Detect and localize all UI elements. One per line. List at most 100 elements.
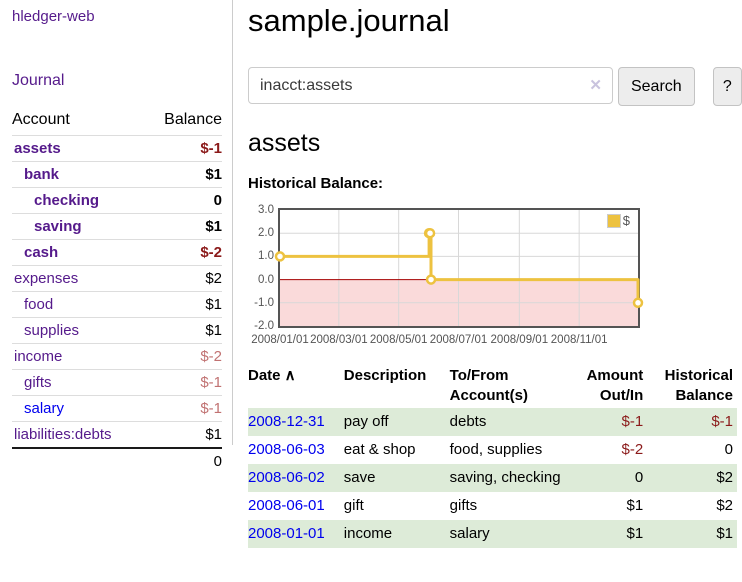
transaction-balance: $-1 (711, 413, 733, 430)
account-row: salary $-1 (12, 395, 222, 422)
accounts-total-row: 0 (12, 447, 222, 474)
account-balance: $-1 (200, 374, 222, 391)
header-label: Description (343, 367, 427, 384)
account-heading: assets (248, 129, 321, 157)
sidebar-account-link[interactable]: gifts (24, 374, 52, 391)
sort-ascending-icon[interactable]: ∧ (280, 367, 296, 384)
data-point (424, 227, 436, 239)
register-row: 2008-06-02 save saving, checking 0 $2 (248, 464, 737, 492)
legend-series-label: $ (622, 213, 630, 228)
transaction-balance: $2 (716, 469, 733, 486)
register-row: 2008-06-03 eat & shop food, supplies $-2 0 (248, 436, 737, 464)
data-point (425, 274, 437, 285)
sidebar-account-link[interactable]: supplies (24, 322, 80, 339)
sidebar-account-link[interactable]: assets (14, 140, 61, 157)
account-balance: $1 (205, 322, 222, 339)
account-balance: $1 (205, 166, 222, 183)
sidebar: hledger-web Journal Account Balance asse… (0, 0, 233, 474)
register-row: 2008-12-31 pay off debts $-1 $-1 (248, 408, 737, 436)
sidebar-account-link[interactable]: checking (34, 192, 100, 209)
account-row: bank $1 (12, 161, 222, 188)
header-label: Historical (664, 367, 733, 384)
account-row: saving $1 (12, 213, 222, 240)
x-axis-tick-label: 2008/03/01 (310, 334, 368, 346)
register-table: Date ∧ Description To/From Account(s) Amount… (248, 364, 737, 548)
account-row: gifts $-1 (12, 369, 222, 396)
transaction-description: save (343, 469, 376, 486)
register-row: 2008-06-01 gift gifts $1 $2 (248, 492, 737, 520)
transaction-balance: 0 (724, 441, 733, 458)
account-balance: $-2 (200, 348, 222, 365)
transaction-accounts: gifts (449, 497, 478, 514)
sidebar-account-link[interactable]: food (24, 296, 54, 313)
header-label: Balance (675, 387, 733, 404)
x-axis-tick-label: 2008/11/01 (550, 334, 608, 346)
account-balance: $1 (205, 426, 222, 443)
account-row: income $-2 (12, 343, 222, 370)
transaction-description: income (343, 525, 393, 542)
sidebar-account-link[interactable]: saving (34, 218, 82, 235)
transaction-description: eat & shop (343, 441, 416, 458)
register-header-date[interactable]: Date ∧ (248, 364, 344, 408)
transaction-description: pay off (343, 413, 389, 430)
help-button[interactable]: ? (712, 67, 742, 106)
search-button[interactable]: Search (618, 67, 695, 106)
chart-plot-area[interactable]: $ (274, 208, 644, 328)
transaction-accounts: food, supplies (449, 441, 543, 458)
transaction-date-link[interactable]: 2008-01-01 (248, 525, 325, 542)
account-row: cash $-2 (12, 239, 222, 266)
transaction-date-link[interactable]: 2008-06-03 (248, 441, 325, 458)
page-title: sample.journal (248, 3, 450, 38)
account-row: checking 0 (12, 187, 222, 214)
transaction-date-link[interactable]: 2008-06-01 (248, 497, 325, 514)
transaction-accounts: salary (449, 525, 490, 542)
sidebar-account-link[interactable]: liabilities:debts (14, 426, 112, 443)
y-axis-tick-label: 3.0 (258, 204, 274, 216)
account-row: assets $-1 (12, 135, 222, 162)
transaction-description: gift (343, 497, 364, 514)
account-row: supplies $1 (12, 317, 222, 344)
x-axis-tick-label: 2008/07/01 (429, 334, 488, 346)
sidebar-account-link[interactable]: cash (24, 244, 59, 261)
account-balance: $1 (205, 218, 222, 235)
sidebar-account-link[interactable]: salary (24, 400, 65, 417)
data-point (632, 297, 644, 309)
transaction-date-link[interactable]: 2008-06-02 (248, 469, 325, 486)
header-label: Date (248, 367, 281, 384)
x-axis-tick-label: 2008/01/01 (251, 334, 309, 346)
clear-search-icon[interactable]: ✕ (589, 77, 602, 94)
account-balance: $-1 (200, 140, 222, 157)
sidebar-account-link[interactable]: bank (24, 166, 60, 183)
transaction-date-link[interactable]: 2008-12-31 (248, 413, 325, 430)
y-axis-tick-label: 1.0 (258, 250, 274, 263)
header-label: Amount (586, 367, 644, 384)
account-balance: $1 (205, 296, 222, 313)
transaction-amount: $-2 (621, 441, 644, 458)
accounts-header-balance: Balance (164, 111, 222, 128)
accounts-total-value: 0 (144, 447, 222, 474)
historical-balance-chart: $ 3.0 2.0 1.0 0.0 -1.0 -2.0 2008/01/01 2008/03… (248, 201, 668, 351)
chart-title: Historical Balance: (248, 175, 384, 192)
x-axis-tick-label: 2008/05/01 (369, 334, 428, 346)
register-header-amount: Amount Out/In (579, 364, 648, 408)
account-row: liabilities:debts $1 (12, 421, 222, 449)
accounts-header-account: Account (12, 111, 70, 128)
legend-series-swatch (606, 213, 621, 228)
chart-legend: $ (606, 213, 630, 228)
transaction-accounts: debts (449, 413, 487, 430)
sidebar-item-journal[interactable]: Journal (12, 72, 65, 89)
y-axis-tick-label: 2.0 (258, 227, 274, 240)
transaction-amount: $-1 (621, 413, 644, 430)
search-form: ✕ Search ? (248, 67, 742, 106)
search-input[interactable] (248, 67, 613, 104)
account-row: expenses $2 (12, 265, 222, 292)
transaction-accounts: saving, checking (449, 469, 561, 486)
transaction-balance: $2 (716, 497, 733, 514)
sidebar-account-link[interactable]: expenses (14, 270, 79, 287)
account-balance: $-2 (200, 244, 222, 261)
header-label: Out/In (599, 387, 644, 404)
account-balance: 0 (213, 192, 222, 209)
sidebar-account-link[interactable]: income (14, 348, 63, 365)
register-header-description: Description (344, 364, 450, 408)
app-title-link[interactable]: hledger-web (12, 8, 95, 25)
